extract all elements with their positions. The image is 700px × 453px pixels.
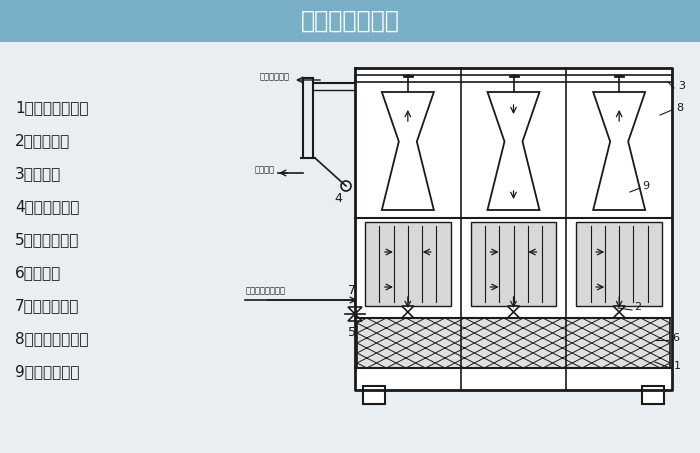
Polygon shape (487, 92, 540, 210)
Polygon shape (613, 312, 625, 318)
Text: 去空压机入口: 去空压机入口 (260, 72, 290, 82)
Text: 2: 2 (634, 302, 641, 312)
Text: 1、箱体进气网栅: 1、箱体进气网栅 (15, 100, 88, 115)
Bar (365, 222, 451, 306)
Bar (576, 222, 662, 306)
Bar (642, 386, 664, 404)
Polygon shape (402, 312, 414, 318)
Polygon shape (508, 306, 519, 312)
Text: 1: 1 (674, 361, 681, 371)
Bar (0, 0, 700, 42)
Text: 5: 5 (348, 327, 356, 339)
Text: 6: 6 (672, 333, 679, 343)
Text: 8: 8 (676, 103, 683, 113)
Polygon shape (382, 92, 434, 210)
Bar (355, 68, 672, 390)
Text: 9: 9 (642, 181, 649, 191)
Bar (470, 222, 556, 306)
Polygon shape (348, 314, 362, 321)
Text: 3、净气室: 3、净气室 (15, 166, 62, 181)
Text: 产品结构示意图: 产品结构示意图 (300, 9, 400, 33)
Text: 4: 4 (334, 192, 342, 204)
Polygon shape (593, 92, 645, 210)
Text: 9、文氏反吹管: 9、文氏反吹管 (15, 364, 80, 379)
Polygon shape (348, 307, 362, 314)
Bar (357, 318, 670, 368)
Text: 去压差表: 去压差表 (255, 165, 275, 174)
Text: 5、气源调节阀: 5、气源调节阀 (15, 232, 79, 247)
Text: 7: 7 (348, 284, 356, 297)
Bar (355, 75, 672, 82)
Bar (363, 386, 385, 404)
Text: 来自储筒反吹气源: 来自储筒反吹气源 (246, 286, 286, 295)
Text: 3: 3 (678, 81, 685, 91)
Text: 2、空气滤筒: 2、空气滤筒 (15, 133, 70, 148)
Text: 4、压差采样孔: 4、压差采样孔 (15, 199, 79, 214)
Text: 6、储气筒: 6、储气筒 (15, 265, 62, 280)
Polygon shape (402, 306, 414, 312)
Text: 7、隔膜电磁阀: 7、隔膜电磁阀 (15, 298, 79, 313)
Text: 8、反吹气源喷嘴: 8、反吹气源喷嘴 (15, 331, 88, 346)
Polygon shape (508, 312, 519, 318)
Polygon shape (613, 306, 625, 312)
